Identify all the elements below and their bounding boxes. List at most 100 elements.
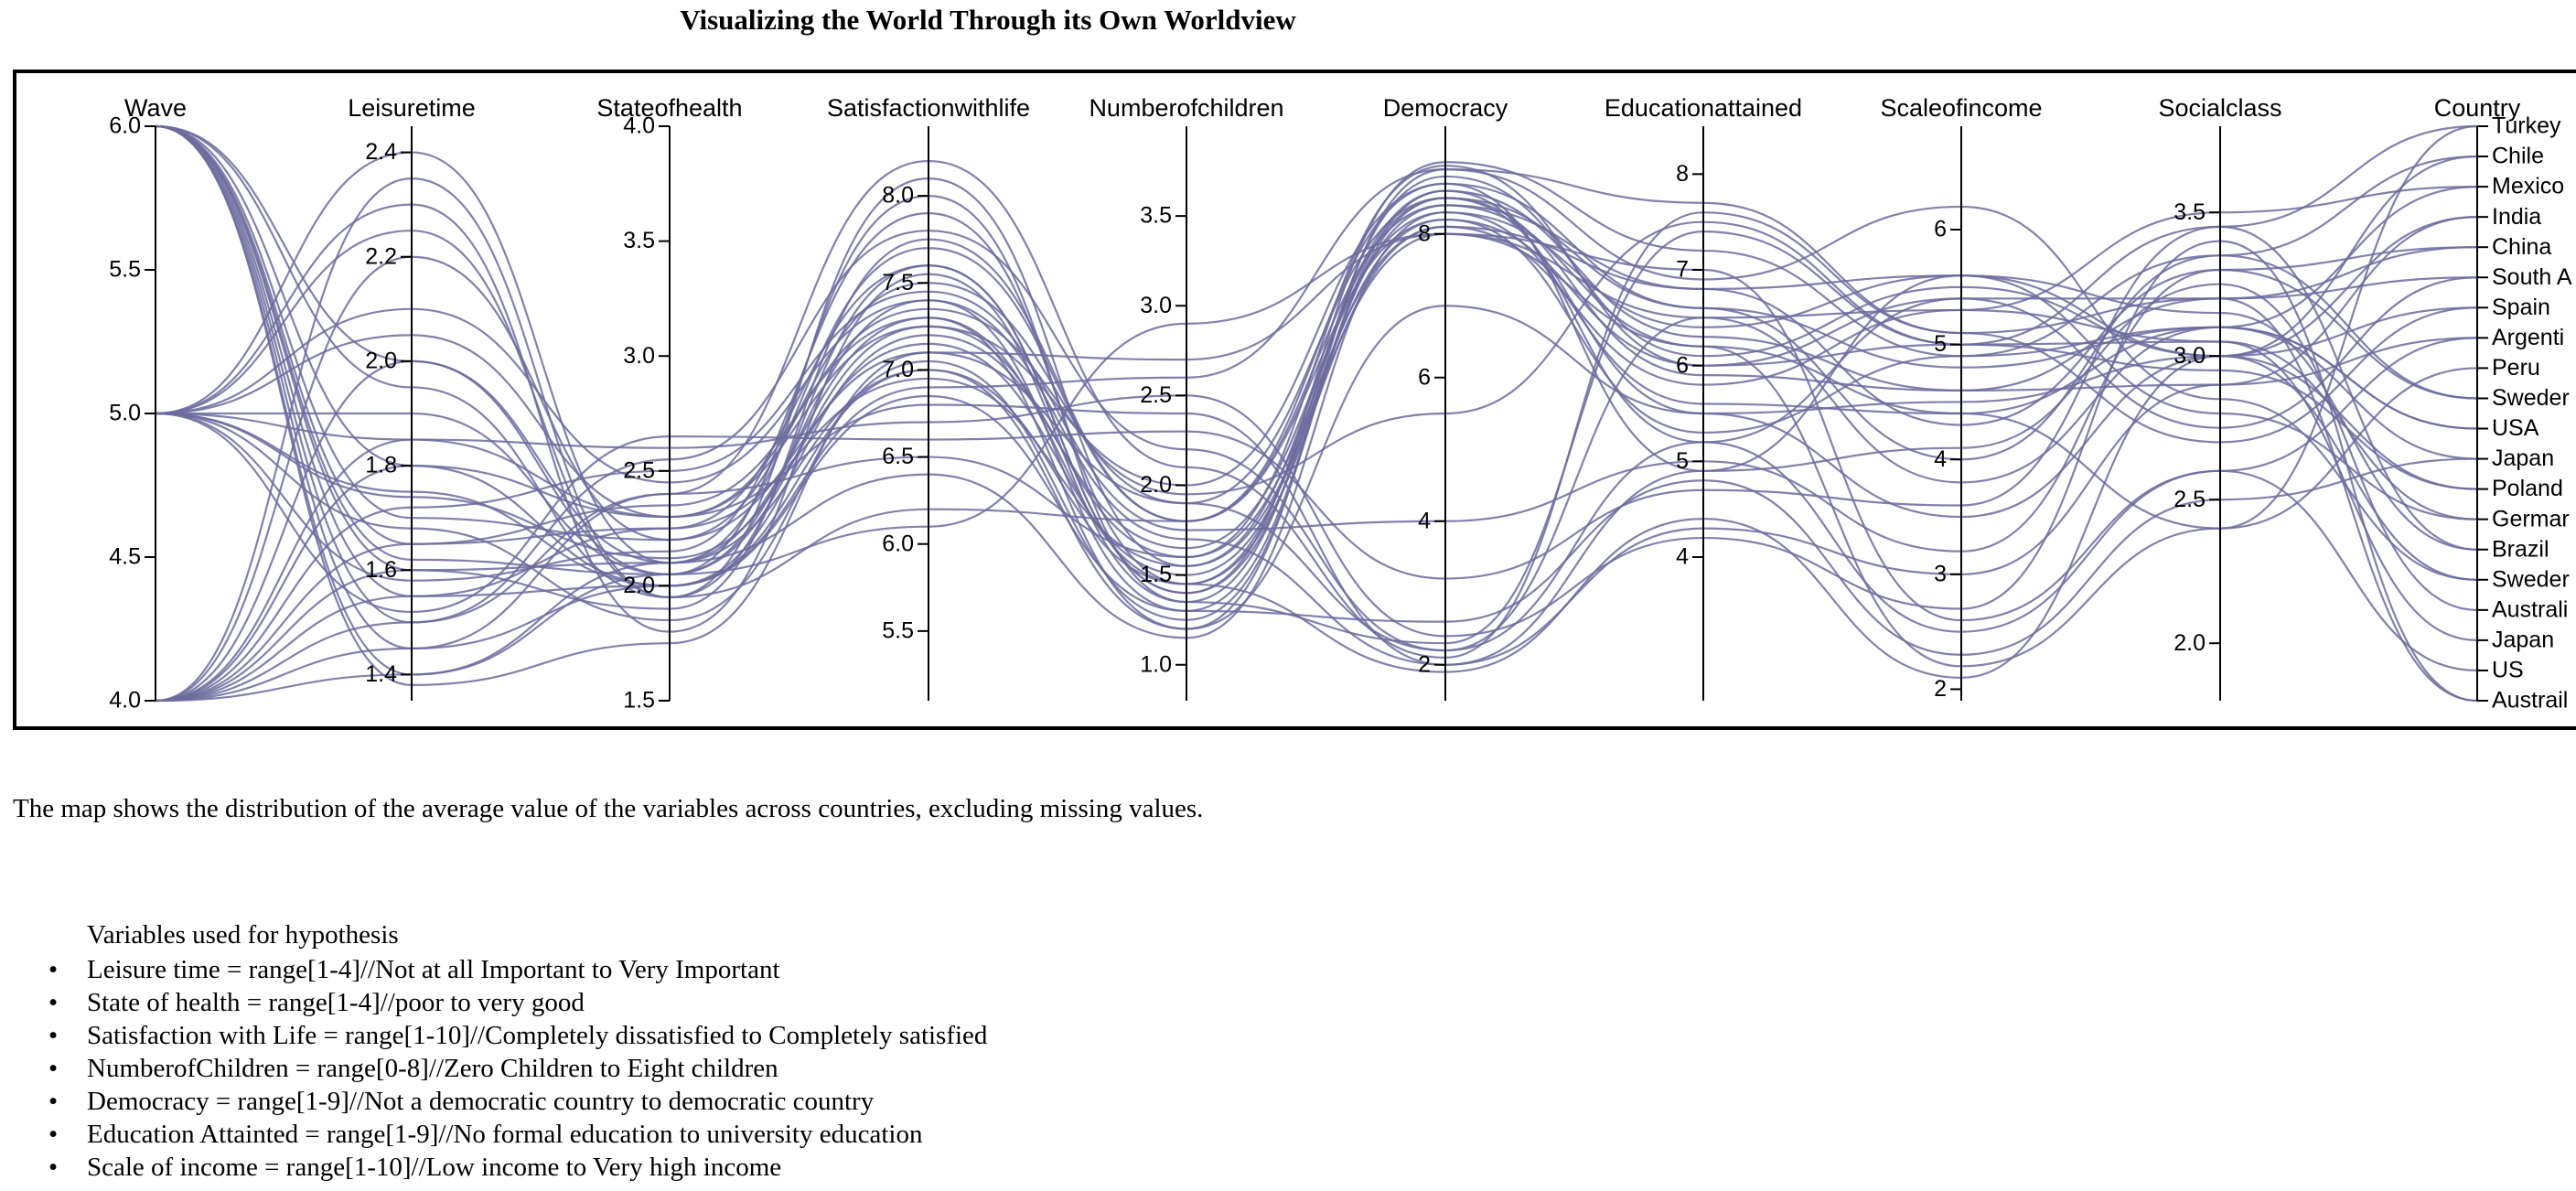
axis-title[interactable]: Scaleofincome (1880, 94, 2042, 122)
tick-label: 8.0 (882, 183, 914, 209)
tick-label: Japan (2492, 445, 2554, 471)
data-line (155, 216, 2478, 703)
variable-item: Democracy = range[1-9]//Not a democratic… (48, 1085, 987, 1118)
tick-label: 2.5 (1140, 382, 1172, 408)
data-line (155, 124, 2478, 542)
tick-label: 4 (1676, 544, 1689, 570)
tick-label: 6 (1676, 352, 1689, 378)
chart-description: The map shows the distribution of the av… (13, 794, 1204, 823)
axis-title[interactable]: Leisuretime (348, 94, 476, 122)
tick-label: 1.5 (1140, 562, 1172, 587)
axis-scaleofincome: Scaleofincome 2 3 4 5 6 (1880, 94, 2042, 702)
tick-label: 4.0 (109, 688, 141, 714)
axis-title[interactable]: Socialclass (2158, 94, 2281, 122)
data-line (155, 232, 2478, 703)
data-line (155, 189, 2478, 703)
tick-label: Japan (2492, 628, 2554, 653)
axis-title[interactable]: Satisfactionwithlife (827, 94, 1030, 122)
tick-label: 1.0 (1140, 651, 1172, 677)
axis-leisuretime: Leisuretime 1.4 1.6 1.8 2.0 2.2 2.4 (348, 94, 476, 701)
tick-label: 5.5 (882, 617, 914, 643)
tick-label: 3.0 (623, 343, 655, 369)
data-line (156, 232, 2478, 672)
data-line (155, 175, 2478, 633)
tick-label: 8 (1418, 220, 1431, 246)
axes-layer: Wave 4.0 4.5 5.0 5.5 6.0 Leisuretime 1.4 1.6 1.8 2… (109, 94, 2572, 714)
tick-label: Poland (2492, 476, 2563, 501)
tick-label: 3.5 (623, 228, 655, 253)
variable-item: State of health = range[1-4]//poor to ve… (48, 986, 987, 1019)
data-line (155, 197, 2478, 703)
axis-title[interactable]: Wave (124, 94, 187, 122)
axis-socialclass: Socialclass 2.0 2.5 3.0 3.5 (2158, 94, 2282, 701)
tick-label: 4.0 (623, 113, 655, 139)
data-line (155, 240, 2478, 703)
chart-frame (13, 70, 2576, 730)
variables-list: Leisure time = range[1-4]//Not at all Im… (48, 953, 987, 1184)
tick-label: 2.0 (2174, 630, 2206, 656)
tick-label: 5 (1676, 448, 1689, 474)
tick-label: US (2492, 658, 2524, 683)
tick-label: Germar (2492, 506, 2570, 531)
tick-label: Turkey (2492, 113, 2561, 139)
parallel-coordinates-chart: Wave 4.0 4.5 5.0 5.5 6.0 Leisuretime 1.4 1.6 1.8 2… (109, 94, 2572, 714)
tick-label: 1.6 (365, 557, 397, 583)
variable-item: Satisfaction with Life = range[1-10]//Co… (48, 1019, 987, 1052)
axis-wave: Wave 4.0 4.5 5.0 5.5 6.0 (109, 94, 187, 714)
tick-label: 5.0 (109, 401, 141, 426)
axis-stateofhealth: Stateofhealth 1.5 2.0 2.5 3.0 3.5 4.0 (596, 94, 742, 714)
tick-label: 6.0 (882, 531, 914, 556)
tick-label: USA (2492, 415, 2539, 441)
data-line (155, 159, 2478, 703)
tick-label: Peru (2492, 355, 2540, 381)
variables-heading: Variables used for hypothesis (87, 920, 399, 950)
data-line (155, 268, 2478, 703)
variable-item: NumberofChildren = range[0-8]//Zero Chil… (48, 1052, 987, 1085)
variable-item: Leisure time = range[1-4]//Not at all Im… (48, 953, 987, 986)
tick-label: South A (2492, 264, 2572, 290)
tick-label: 5 (1934, 331, 1947, 357)
tick-label: 4 (1418, 508, 1431, 533)
axis-title[interactable]: Educationattained (1605, 94, 1802, 122)
axis-democracy: Democracy 2 4 6 8 (1383, 94, 1508, 701)
tick-label: 2.0 (1140, 472, 1172, 498)
tick-label: 2.2 (365, 243, 397, 269)
tick-label: Sweder (2492, 385, 2570, 411)
axis-educationattained: Educationattained 4 5 6 7 8 (1605, 94, 1802, 701)
tick-label: 7.0 (882, 357, 914, 382)
lines-layer (155, 124, 2478, 703)
page-title: Visualizing the World Through its Own Wo… (680, 4, 1296, 36)
axis-title[interactable]: Country (2434, 94, 2521, 122)
axis-title[interactable]: Numberofchildren (1089, 94, 1283, 122)
data-line (155, 124, 2478, 676)
axis-title[interactable]: Stateofhealth (596, 94, 742, 122)
tick-label: Mexico (2492, 174, 2564, 199)
tick-label: Sweder (2492, 566, 2570, 592)
data-line (155, 124, 2478, 656)
data-line (155, 182, 2478, 551)
tick-label: Argenti (2492, 325, 2564, 350)
tick-label: 3.0 (1140, 293, 1172, 318)
data-line (155, 225, 2478, 614)
tick-label: 7 (1676, 257, 1689, 283)
tick-label: 2.5 (2174, 487, 2206, 512)
tick-label: 1.5 (623, 688, 655, 714)
data-line (155, 283, 2478, 666)
tick-label: Brazil (2492, 536, 2549, 562)
data-line (155, 165, 2478, 703)
tick-label: 4 (1934, 446, 1947, 472)
tick-label: 4.5 (109, 544, 141, 570)
variable-item: Education Attainted = range[1-9]//No for… (48, 1118, 987, 1151)
tick-label: 1.8 (365, 453, 397, 478)
tick-label: 3.0 (2174, 343, 2206, 369)
tick-label: Chile (2492, 144, 2544, 169)
tick-label: 3.5 (1140, 203, 1172, 229)
tick-label: 6 (1418, 364, 1431, 390)
axis-title[interactable]: Democracy (1383, 94, 1508, 122)
tick-label: 6.5 (882, 444, 914, 469)
data-line (155, 124, 2478, 630)
data-line (155, 305, 2478, 703)
tick-label: 2 (1418, 651, 1431, 677)
tick-label: 6 (1934, 217, 1947, 242)
tick-label: 2.5 (623, 457, 655, 483)
